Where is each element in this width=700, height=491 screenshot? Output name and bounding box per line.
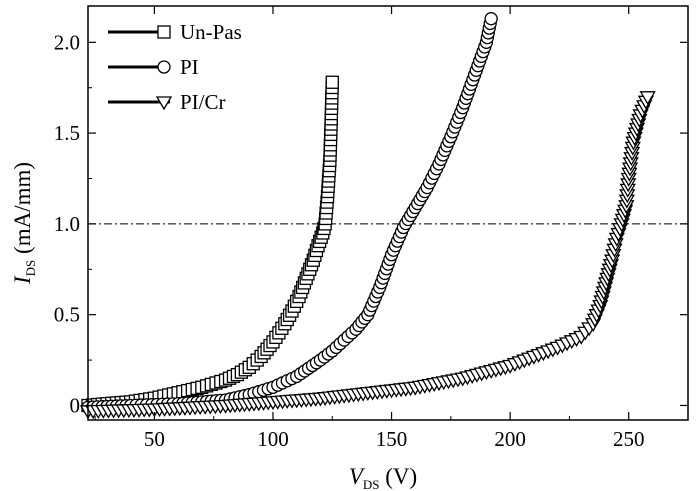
legend-item: PI <box>108 55 199 79</box>
x-axis-symbol: V <box>349 464 366 489</box>
legend-label: PI/Cr <box>180 90 226 114</box>
y-axis-unit: (mA/mm) <box>10 162 35 260</box>
y-axis-symbol: I <box>10 275 35 285</box>
plot-frame <box>87 5 689 421</box>
x-tick-label: 100 <box>257 427 289 451</box>
y-tick-label: 0 <box>70 393 81 417</box>
data-point <box>325 75 339 89</box>
y-tick-label: 1.5 <box>54 121 80 145</box>
x-tick-label: 250 <box>613 427 645 451</box>
legend-marker <box>157 60 171 74</box>
x-tick-label: 50 <box>144 427 165 451</box>
x-tick-label: 200 <box>494 427 526 451</box>
y-tick-label: 0.5 <box>54 303 80 327</box>
legend-label: Un-Pas <box>180 20 242 44</box>
y-tick-label: 2.0 <box>54 30 80 54</box>
legend-marker <box>157 25 171 39</box>
x-axis-subscript: DS <box>363 477 380 491</box>
legend-item: Un-Pas <box>108 20 242 44</box>
series-un-pas <box>81 75 339 413</box>
series-line <box>87 18 493 409</box>
y-tick-label: 1.0 <box>54 212 80 236</box>
y-axis-title: IDS (mA/mm) <box>10 162 38 285</box>
x-axis-unit: (V) <box>380 464 418 489</box>
legend-label: PI <box>180 55 199 79</box>
data-point <box>639 91 656 106</box>
series-line <box>87 82 334 407</box>
series-pi-cr <box>79 91 656 420</box>
x-axis-title: VDS (V) <box>349 464 417 491</box>
legend-marker <box>155 96 173 111</box>
series-line <box>87 96 650 413</box>
series-pi <box>81 12 498 414</box>
legend-item: PI/Cr <box>108 90 226 114</box>
x-tick-label: 150 <box>376 427 408 451</box>
data-point <box>484 12 498 26</box>
y-axis-subscript: DS <box>23 260 38 277</box>
